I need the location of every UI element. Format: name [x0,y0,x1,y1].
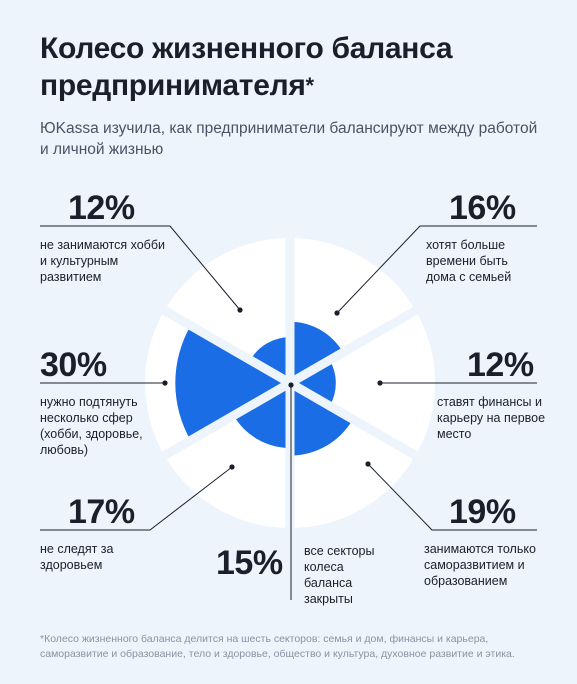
stat-value-health: 17% [68,493,135,531]
wheel-sector-top-left [250,337,290,383]
page-subtitle: ЮKassa изучила, как предприниматели бала… [40,120,538,158]
leader-dot-hobby [237,307,243,313]
wheel-sectors [175,321,353,456]
stat-value-hobby: 12% [68,189,135,227]
wheel-sector-left [175,325,290,441]
leader-dot-closed [288,382,294,388]
wheel-sector-right [290,360,336,406]
stat-label-career: ставят финансы и карьеру на первое место [437,395,546,441]
stat-label-health: не следят за здоровьем [40,542,114,572]
wheel-sector-top-right [290,321,343,383]
leader-hobby [40,225,241,311]
wheel-divider [287,305,420,387]
stat-label-closed: все секторы колеса баланса закрыты [304,544,375,606]
stat-label-selfdev: занимаются только саморазвитием и образо… [424,542,536,588]
leader-dot-selfdev [365,461,371,467]
stat-value-several: 30% [40,346,107,384]
leader-dot-several [162,380,168,386]
page-title: Колесо жизненного баланса предпринимател… [40,30,560,104]
stat-label-hobby: не занимаются хобби и культурным развити… [40,238,165,284]
leader-health [40,466,233,531]
wheel-sector-bottom-right [290,383,353,456]
footnote: *Колесо жизненного баланса делится на ше… [40,633,515,660]
wheel-divider [160,305,293,387]
title-text: Колесо жизненного баланса предпринимател… [40,32,453,102]
stat-value-family: 16% [449,189,516,227]
stat-label-several: нужно подтянуть несколько сфер (хобби, з… [40,395,143,457]
leader-selfdev [367,463,537,531]
stat-value-career: 12% [467,346,534,384]
stat-value-closed: 15% [216,544,283,582]
stat-value-selfdev: 19% [449,493,516,531]
stat-label-family: хотят больше времени быть дома с семьей [426,238,512,284]
leader-family [336,225,537,314]
leader-dot-career [377,380,383,386]
leader-dot-health [229,464,235,470]
wheel-divider [160,379,293,461]
wheel-divider [287,379,420,461]
leader-dot-family [334,310,340,316]
title-asterisk: * [305,73,315,98]
leader-lines [40,225,537,600]
wheel-sector-bottom-left [233,383,290,449]
wheel-dividers [160,236,420,530]
